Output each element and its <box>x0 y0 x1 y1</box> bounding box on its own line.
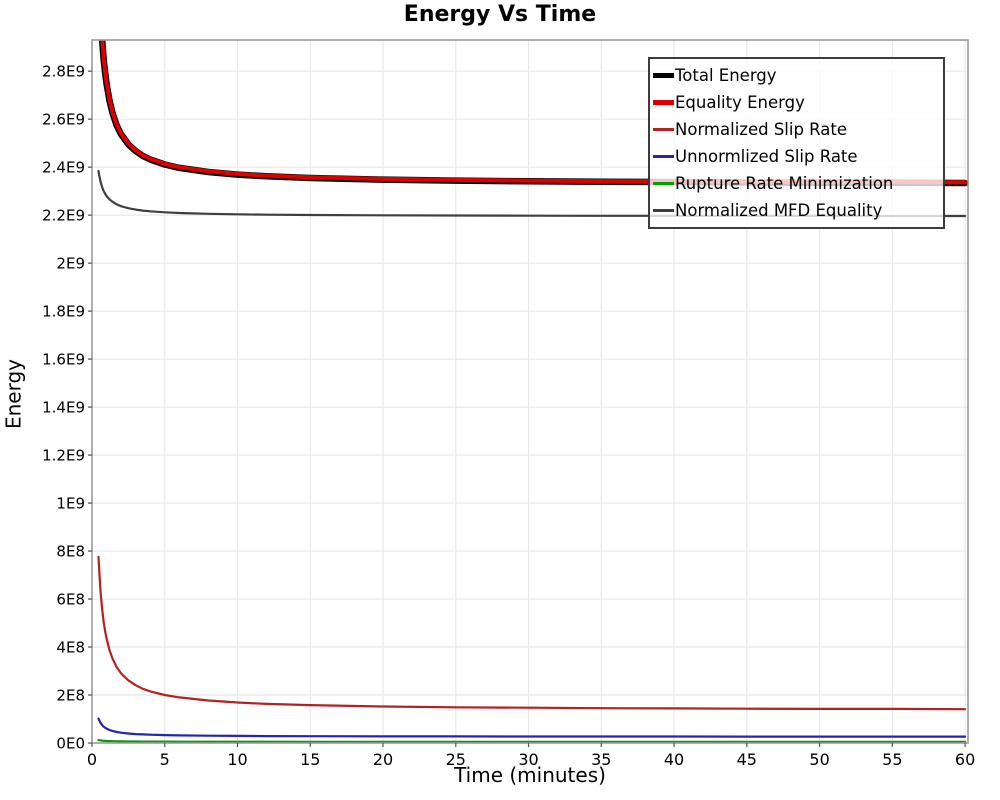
legend-line-swatch <box>653 73 674 78</box>
legend: Total Energy Equality Energy Normalized Sl… <box>648 57 945 229</box>
y-tick-label: 0E0 <box>56 735 85 753</box>
series-line-normalized-slip-rate <box>97 555 967 711</box>
y-tick-label: 2.2E9 <box>42 207 85 225</box>
x-axis-label: Time (minutes) <box>454 763 606 787</box>
y-tick-label: 1.4E9 <box>42 399 85 417</box>
series-line-rupture-rate-minimization <box>97 738 967 743</box>
legend-item: Normalized MFD Equality <box>653 197 941 224</box>
y-tick-label: 1.8E9 <box>42 303 85 321</box>
x-tick-label: 45 <box>737 750 757 769</box>
x-tick-label: 40 <box>664 750 684 769</box>
legend-label: Normalized MFD Equality <box>675 201 883 220</box>
legend-label: Normalized Slip Rate <box>675 120 848 139</box>
y-tick-label: 4E8 <box>56 639 85 657</box>
x-tick-label: 20 <box>373 750 393 769</box>
chart-title: Energy Vs Time <box>403 2 597 27</box>
legend-line-swatch <box>653 100 674 105</box>
legend-label: Equality Energy <box>675 93 805 112</box>
y-tick-label: 2.4E9 <box>42 159 85 177</box>
y-tick-label: 2.6E9 <box>42 111 85 129</box>
x-tick-label: 5 <box>160 750 170 769</box>
legend-line-swatch <box>653 128 674 131</box>
y-tick-label: 8E8 <box>56 543 85 561</box>
y-tick-label: 1.6E9 <box>42 351 85 369</box>
x-tick-label: 60 <box>955 750 975 769</box>
y-tick-label: 2E9 <box>56 255 85 273</box>
x-tick-label: 25 <box>446 750 466 769</box>
x-tick-label: 35 <box>591 750 611 769</box>
legend-item: Unnormlized Slip Rate <box>653 143 941 170</box>
x-tick-label: 15 <box>300 750 320 769</box>
legend-item: Equality Energy <box>653 89 941 116</box>
x-tick-label: 30 <box>518 750 538 769</box>
legend-line-swatch <box>653 182 674 185</box>
y-tick-label: 1.2E9 <box>42 447 85 465</box>
plot-frame <box>91 39 969 744</box>
legend-item: Rupture Rate Minimization <box>653 170 941 197</box>
y-tick-label: 6E8 <box>56 591 85 609</box>
legend-line-swatch <box>653 155 674 158</box>
series-line-normalized-mfd-equality <box>97 169 967 218</box>
x-tick-label: 55 <box>882 750 902 769</box>
legend-label: Unnormlized Slip Rate <box>675 147 858 166</box>
y-tick-label: 2E8 <box>56 687 85 705</box>
series-line-equality-energy <box>100 40 968 185</box>
y-tick-label: 1E9 <box>56 495 85 513</box>
legend-label: Total Energy <box>675 66 777 85</box>
x-tick-label: 50 <box>809 750 829 769</box>
legend-label: Rupture Rate Minimization <box>675 174 894 193</box>
series-line-unnormlized-slip-rate <box>97 717 967 738</box>
legend-item: Normalized Slip Rate <box>653 116 941 143</box>
legend-item: Total Energy <box>653 62 941 89</box>
legend-line-swatch <box>653 209 674 212</box>
x-tick-label: 10 <box>227 750 247 769</box>
x-tick-label: 0 <box>87 750 97 769</box>
y-tick-label: 2.8E9 <box>42 63 85 81</box>
